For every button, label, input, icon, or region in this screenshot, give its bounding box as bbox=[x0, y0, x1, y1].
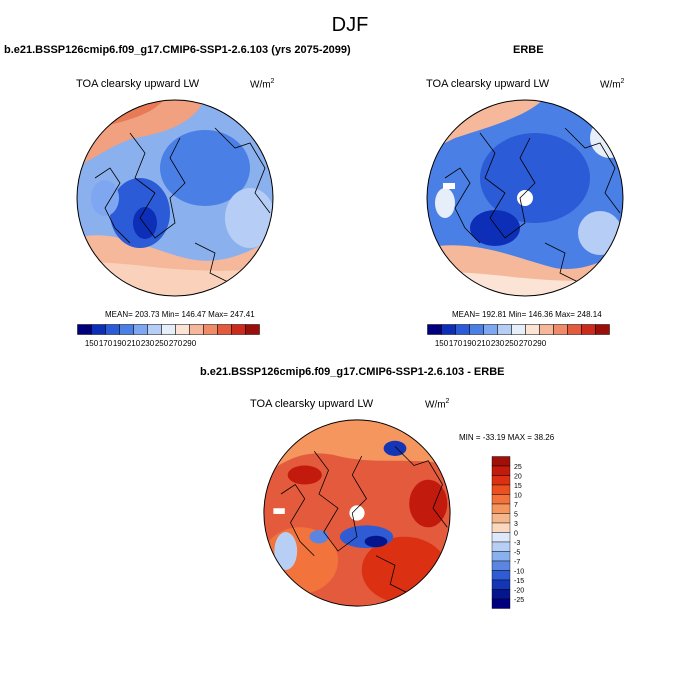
colorbar-swatch bbox=[427, 324, 442, 335]
colorbar-swatch bbox=[497, 324, 512, 335]
colorbar-swatch bbox=[595, 324, 610, 335]
colorbar-label: 5 bbox=[514, 512, 518, 519]
colorbar-swatch bbox=[491, 513, 511, 524]
panel-2-title: ERBE bbox=[513, 44, 544, 56]
panel-3-map bbox=[263, 419, 451, 607]
colorbar-swatch bbox=[491, 475, 511, 486]
colorbar-label: -3 bbox=[514, 540, 520, 547]
panel-2-map bbox=[426, 99, 624, 297]
panel-2-stats: MEAN= 192.81 Min= 146.36 Max= 248.14 bbox=[452, 310, 602, 319]
colorbar-swatch bbox=[491, 560, 511, 571]
colorbar-swatch bbox=[441, 324, 456, 335]
colorbar-swatch bbox=[553, 324, 568, 335]
colorbar-label: -20 bbox=[514, 588, 524, 595]
colorbar-swatch bbox=[525, 324, 540, 335]
figure-title: DJF bbox=[331, 14, 369, 36]
colorbar-label: 250 bbox=[505, 339, 519, 348]
panel-1-units: W/m2 bbox=[250, 78, 275, 91]
colorbar-swatch bbox=[491, 570, 511, 581]
colorbar-swatch bbox=[491, 503, 511, 514]
colorbar-label: 230 bbox=[141, 339, 155, 348]
colorbar-swatch bbox=[469, 324, 484, 335]
colorbar-label: 210 bbox=[477, 339, 491, 348]
colorbar-swatch bbox=[203, 324, 218, 335]
colorbar-label: -7 bbox=[514, 559, 520, 566]
colorbar-label: 10 bbox=[514, 493, 522, 500]
colorbar-label: -5 bbox=[514, 550, 520, 557]
colorbar-swatch bbox=[491, 551, 511, 562]
colorbar-swatch bbox=[147, 324, 162, 335]
colorbar-label: 150 bbox=[85, 339, 99, 348]
colorbar-swatch bbox=[491, 465, 511, 476]
colorbar-label: 3 bbox=[514, 521, 518, 528]
colorbar-label: 0 bbox=[514, 531, 518, 538]
colorbar-swatch bbox=[491, 522, 511, 533]
panel-3-title: b.e21.BSSP126cmip6.f09_g17.CMIP6-SSP1-2.… bbox=[200, 366, 505, 378]
colorbar-label: 7 bbox=[514, 502, 518, 509]
panel-1-stats: MEAN= 203.73 Min= 146.47 Max= 247.41 bbox=[105, 310, 255, 319]
panel-3-stats: MIN = -33.19 MAX = 38.26 bbox=[459, 433, 555, 442]
colorbar-swatch bbox=[175, 324, 190, 335]
colorbar-swatch bbox=[491, 494, 511, 505]
colorbar-swatch bbox=[245, 324, 260, 335]
colorbar-swatch bbox=[161, 324, 176, 335]
colorbar-swatch bbox=[483, 324, 498, 335]
panel-2-colorbar: 150 170 190 210 230 250 270 290 bbox=[427, 324, 610, 348]
colorbar-swatch bbox=[491, 598, 511, 609]
colorbar-label: 150 bbox=[435, 339, 449, 348]
colorbar-label: 170 bbox=[449, 339, 463, 348]
colorbar-swatch bbox=[189, 324, 204, 335]
colorbar-swatch bbox=[133, 324, 148, 335]
colorbar-label: 20 bbox=[514, 474, 522, 481]
panel-3-variable: TOA clearsky upward LW bbox=[250, 398, 374, 410]
panel-1-map bbox=[76, 99, 274, 297]
colorbar-label: 190 bbox=[113, 339, 127, 348]
colorbar-label: 250 bbox=[155, 339, 169, 348]
colorbar-swatch bbox=[91, 324, 106, 335]
colorbar-swatch bbox=[217, 324, 232, 335]
colorbar-swatch bbox=[567, 324, 582, 335]
colorbar-label: 170 bbox=[99, 339, 113, 348]
panel-1-colorbar: 150 170 190 210 230 250 270 290 bbox=[77, 324, 260, 348]
colorbar-label: 230 bbox=[491, 339, 505, 348]
panel-1-variable: TOA clearsky upward LW bbox=[76, 78, 200, 90]
colorbar-label: 25 bbox=[514, 464, 522, 471]
colorbar-swatch bbox=[491, 456, 511, 467]
colorbar-swatch bbox=[491, 532, 511, 543]
panel-2-variable: TOA clearsky upward LW bbox=[426, 78, 550, 90]
colorbar-label: 270 bbox=[519, 339, 533, 348]
colorbar-swatch bbox=[491, 579, 511, 590]
colorbar-label: 210 bbox=[127, 339, 141, 348]
colorbar-swatch bbox=[491, 541, 511, 552]
panel-3-colorbar: 25 20 15 10 7 5 3 0 -3 -5 -7 -10 -15 -20 -25 bbox=[491, 456, 524, 609]
panel-1-title: b.e21.BSSP126cmip6.f09_g17.CMIP6-SSP1-2.… bbox=[4, 44, 351, 56]
colorbar-label: -25 bbox=[514, 597, 524, 604]
panel-2-units: W/m2 bbox=[600, 78, 625, 91]
colorbar-swatch bbox=[77, 324, 92, 335]
colorbar-swatch bbox=[491, 589, 511, 600]
colorbar-label: 290 bbox=[533, 339, 547, 348]
colorbar-swatch bbox=[105, 324, 120, 335]
colorbar-label: 15 bbox=[514, 483, 522, 490]
colorbar-swatch bbox=[231, 324, 246, 335]
panel-3-units: W/m2 bbox=[425, 398, 450, 411]
colorbar-swatch bbox=[491, 484, 511, 495]
colorbar-swatch bbox=[539, 324, 554, 335]
colorbar-swatch bbox=[581, 324, 596, 335]
colorbar-label: -15 bbox=[514, 578, 524, 585]
colorbar-label: 270 bbox=[169, 339, 183, 348]
colorbar-label: -10 bbox=[514, 569, 524, 576]
colorbar-label: 290 bbox=[183, 339, 197, 348]
colorbar-swatch bbox=[455, 324, 470, 335]
colorbar-label: 190 bbox=[463, 339, 477, 348]
colorbar-swatch bbox=[119, 324, 134, 335]
colorbar-swatch bbox=[511, 324, 526, 335]
